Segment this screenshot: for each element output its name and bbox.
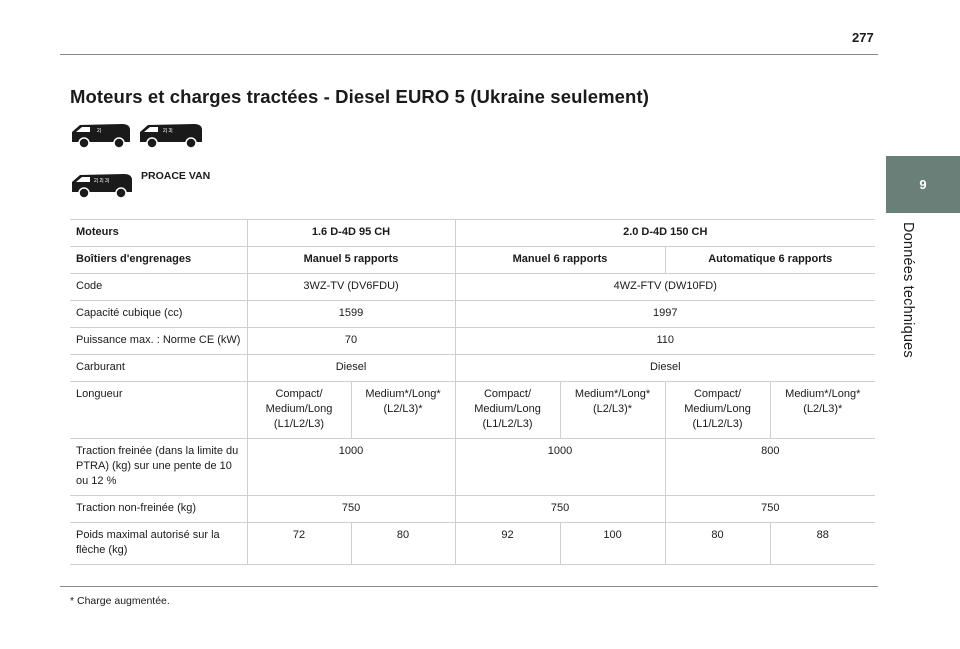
table-cell: 750: [246, 495, 456, 523]
table-cell: 92: [454, 522, 561, 565]
page-title: Moteurs et charges tractées - Diesel EUR…: [70, 86, 649, 107]
table-cell: 88: [769, 522, 876, 565]
table-cell: 80: [664, 522, 771, 565]
row-label: Puissance max. : Norme CE (kW): [70, 327, 247, 355]
table-cell: 80: [350, 522, 456, 565]
table-cell: 1000: [246, 438, 456, 496]
table-cell: 4WZ-FTV (DW10FD): [454, 273, 876, 301]
table-cell: Automatique 6 rapports: [664, 246, 876, 274]
table-cell: 800: [664, 438, 876, 496]
table-cell: 1997: [454, 300, 876, 328]
row-label: Moteurs: [70, 219, 247, 247]
table-cell: Medium*/Long* (L2/L3)*: [559, 381, 666, 439]
table-cell: Manuel 6 rapports: [454, 246, 666, 274]
table-cell: Compact/ Medium/Long (L1/L2/L3): [664, 381, 771, 439]
table-row: Capacité cubique (cc) 1599 1997: [70, 300, 876, 328]
footnote: * Charge augmentée.: [70, 595, 170, 607]
van-medium-icon: 2| 3|: [138, 120, 204, 150]
table-row: Poids maximal autorisé sur la flèche (kg…: [70, 522, 876, 565]
van-long-icon: 2| 2| 3|: [70, 170, 134, 200]
svg-text:2| 2| 3|: 2| 2| 3|: [94, 178, 109, 184]
row-label: Code: [70, 273, 247, 301]
table-cell: 750: [664, 495, 876, 523]
table-row: Puissance max. : Norme CE (kW) 70 110: [70, 327, 876, 355]
chapter-title: Données techniques: [900, 222, 916, 358]
table-row: Boîtiers d'engrenages Manuel 5 rapports Ma…: [70, 246, 876, 274]
van-compact-icon: 2|: [70, 120, 132, 150]
table-cell: 2.0 D-4D 150 CH: [454, 219, 876, 247]
chapter-tab[interactable]: 9: [886, 156, 960, 213]
table-cell: 3WZ-TV (DV6FDU): [246, 273, 456, 301]
table-cell: 750: [454, 495, 666, 523]
table-cell: 1000: [454, 438, 666, 496]
svg-text:2|: 2|: [97, 128, 101, 134]
table-cell: 1.6 D-4D 95 CH: [246, 219, 456, 247]
table-cell: Medium*/Long* (L2/L3)*: [350, 381, 456, 439]
page-number: 277: [852, 30, 874, 45]
row-label: Capacité cubique (cc): [70, 300, 247, 328]
table-cell: Diesel: [246, 354, 456, 382]
row-label: Longueur: [70, 381, 247, 439]
table-row: Longueur Compact/ Medium/Long (L1/L2/L3) M…: [70, 381, 876, 439]
row-label: Poids maximal autorisé sur la flèche (kg…: [70, 522, 247, 565]
row-label: Traction freinée (dans la limite du PTRA…: [70, 438, 247, 496]
top-divider: [60, 54, 878, 55]
row-label: Boîtiers d'engrenages: [70, 246, 247, 274]
table-row: Traction non-freinée (kg) 750 750 750: [70, 495, 876, 523]
table-cell: Medium*/Long* (L2/L3)*: [769, 381, 876, 439]
table-cell: 110: [454, 327, 876, 355]
row-label: Carburant: [70, 354, 247, 382]
table-cell: Diesel: [454, 354, 876, 382]
chapter-number: 9: [919, 177, 927, 192]
table-row: Moteurs 1.6 D-4D 95 CH 2.0 D-4D 150 CH: [70, 219, 876, 247]
table-cell: 100: [559, 522, 666, 565]
footer-divider: [60, 586, 878, 587]
table-cell: Compact/ Medium/Long (L1/L2/L3): [454, 381, 561, 439]
table-cell: Compact/ Medium/Long (L1/L2/L3): [246, 381, 351, 439]
table-row: Code 3WZ-TV (DV6FDU) 4WZ-FTV (DW10FD): [70, 273, 876, 301]
model-label: PROACE VAN: [141, 170, 211, 182]
specs-table: Moteurs 1.6 D-4D 95 CH 2.0 D-4D 150 CH Boît…: [70, 219, 876, 565]
table-cell: 70: [246, 327, 456, 355]
table-cell: 72: [246, 522, 351, 565]
table-row: Carburant Diesel Diesel: [70, 354, 876, 382]
table-row: Traction freinée (dans la limite du PTRA…: [70, 438, 876, 496]
table-cell: 1599: [246, 300, 456, 328]
svg-text:2| 3|: 2| 3|: [163, 128, 173, 134]
row-label: Traction non-freinée (kg): [70, 495, 247, 523]
table-cell: Manuel 5 rapports: [246, 246, 456, 274]
